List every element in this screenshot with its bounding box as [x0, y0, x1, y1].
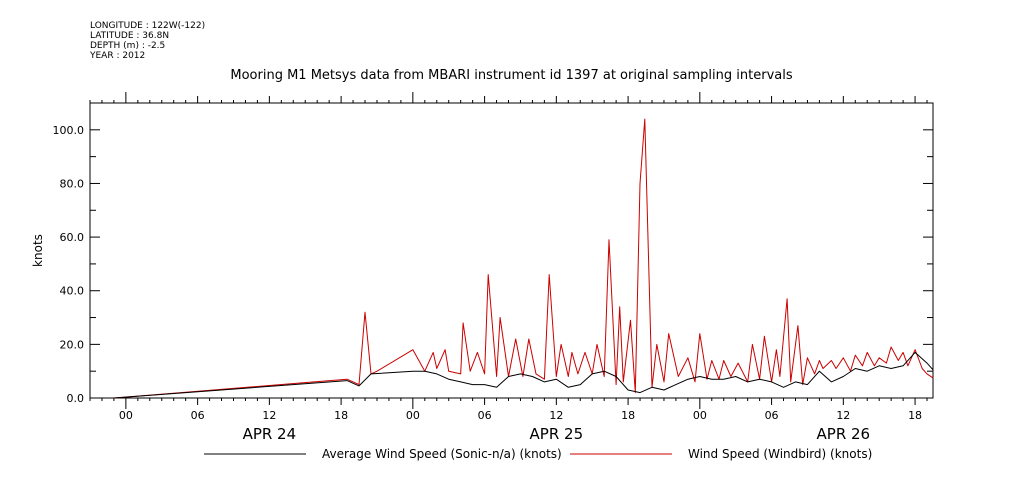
x-tick-label: 06 — [478, 409, 492, 422]
year-label: YEAR : 2012 — [90, 51, 146, 61]
x-day-label: APR 24 — [243, 425, 297, 443]
x-tick-label: 06 — [765, 409, 779, 422]
x-tick-label: 06 — [191, 409, 205, 422]
x-tick-label: 18 — [621, 409, 635, 422]
y-tick-label: 60.0 — [60, 231, 85, 244]
x-tick-label: 00 — [119, 409, 133, 422]
legend-entry: Wind Speed (Windbird) (knots) — [688, 447, 872, 461]
y-tick-label: 0.0 — [67, 392, 85, 405]
series-line-windbird-wind-speed — [113, 118, 934, 399]
x-day-label: APR 26 — [817, 425, 871, 443]
x-tick-label: 18 — [908, 409, 922, 422]
series-line-average-wind-speed — [113, 351, 934, 399]
metadata-block: LONGITUDE : 122W(-122) LATITUDE : 36.8N … — [90, 21, 205, 61]
x-tick-label: 12 — [262, 409, 276, 422]
x-tick-label: 00 — [406, 409, 420, 422]
x-tick-label: 12 — [836, 409, 850, 422]
y-tick-label: 20.0 — [60, 338, 85, 351]
x-day-label: APR 25 — [530, 425, 584, 443]
latitude-label: LATITUDE : 36.8N — [90, 31, 170, 41]
x-tick-label: 18 — [334, 409, 348, 422]
longitude-label: LONGITUDE : 122W(-122) — [90, 21, 206, 31]
x-tick-label: 12 — [549, 409, 563, 422]
x-tick-label: 00 — [693, 409, 707, 422]
chart-title: Mooring M1 Metsys data from MBARI instru… — [230, 68, 793, 83]
y-axis-label: knots — [31, 234, 45, 267]
depth-label: DEPTH (m) : -2.5 — [90, 41, 166, 51]
y-tick-label: 40.0 — [60, 285, 85, 298]
y-tick-label: 80.0 — [60, 177, 85, 190]
plot-frame — [89, 102, 934, 399]
y-tick-label: 100.0 — [53, 124, 85, 137]
legend-entry: Average Wind Speed (Sonic-n/a) (knots) — [322, 447, 562, 461]
